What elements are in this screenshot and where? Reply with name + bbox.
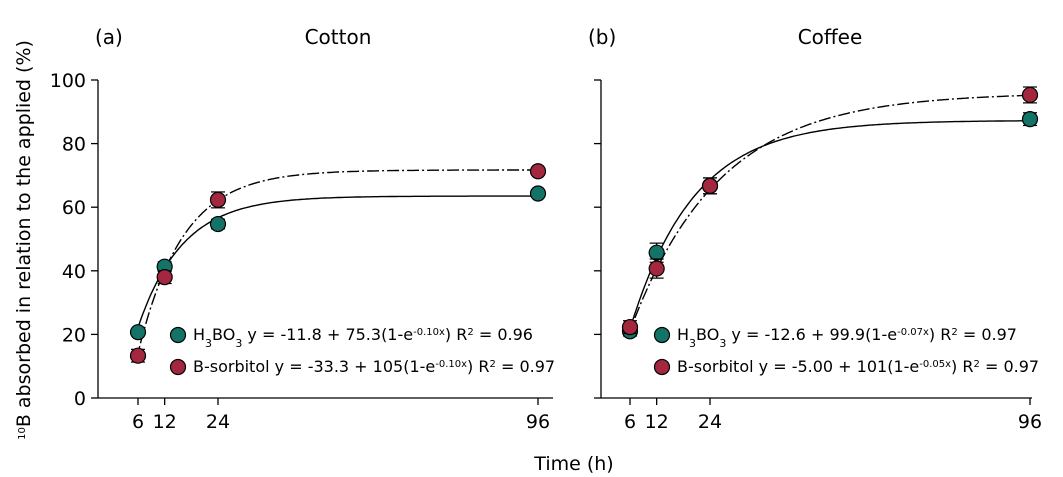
legend-label: B-sorbitol y = -33.3 + 105(1-e-0.10x) R2… — [193, 357, 555, 376]
x-tick-label: 24 — [206, 411, 230, 433]
data-point-b-sorbitol — [701, 177, 719, 194]
fit-curve-h3bo3 — [135, 195, 538, 335]
data-point-h3bo3 — [529, 185, 547, 202]
x-axis-title: Time (h) — [533, 453, 613, 475]
y-tick-label: 100 — [50, 70, 86, 92]
data-point-b-sorbitol — [648, 260, 665, 277]
x-tick-label: 24 — [698, 411, 722, 433]
x-tick-label: 12 — [153, 411, 177, 433]
x-tick-label: 6 — [132, 411, 144, 433]
y-tick-label: 40 — [62, 261, 86, 283]
y-axis-title: 10B absorbed in relation to the applied … — [13, 40, 35, 440]
legend-marker — [653, 326, 671, 344]
data-point-b-sorbitol — [129, 347, 147, 364]
data-point-h3bo3 — [648, 244, 665, 261]
x-tick-label: 96 — [1018, 411, 1042, 433]
data-point-b-sorbitol — [156, 269, 173, 286]
panel-title: Coffee — [798, 25, 863, 49]
panel-label: (a) — [95, 25, 123, 49]
legend-entry-h3bo3: H3BO3 y = -11.8 + 75.3(1-e-0.10x) R2 = 0… — [169, 325, 533, 350]
legend-entry-h3bo3: H3BO3 y = -12.6 + 99.9(1-e-0.07x) R2 = 0… — [653, 325, 1017, 350]
data-point-h3bo3 — [209, 215, 227, 233]
data-point-b-sorbitol — [209, 191, 227, 208]
legend-label: B-sorbitol y = -5.00 + 101(1-e-0.05x) R2… — [677, 357, 1039, 376]
legend-marker — [169, 358, 187, 376]
legend-entry-b-sorbitol: B-sorbitol y = -33.3 + 105(1-e-0.10x) R2… — [169, 357, 555, 376]
fit-curve-b-sorbitol — [627, 94, 1030, 337]
y-tick-label: 60 — [62, 197, 86, 219]
x-tick-label: 6 — [624, 411, 636, 433]
data-point-h3bo3 — [129, 324, 147, 341]
fit-curve-h3bo3 — [627, 120, 1030, 337]
legend-entry-b-sorbitol: B-sorbitol y = -5.00 + 101(1-e-0.05x) R2… — [653, 357, 1039, 376]
y-tick-label: 20 — [62, 324, 86, 346]
x-tick-label: 96 — [526, 411, 550, 433]
data-point-b-sorbitol — [529, 163, 547, 180]
y-axis-title-text: B absorbed in relation to the applied (%… — [13, 40, 35, 427]
y-axis-title-superscript: 10 — [17, 427, 28, 440]
data-point-b-sorbitol — [1021, 86, 1039, 104]
panel-a: (a) Cotton 0 20 40 60 80 100 6 12 24 96 H3BO3 y = -1… — [50, 25, 555, 433]
legend-marker — [169, 326, 187, 344]
data-point-h3bo3 — [1021, 111, 1039, 128]
legend-marker — [653, 358, 671, 376]
y-tick-label: 80 — [62, 134, 86, 156]
data-point-b-sorbitol — [621, 318, 639, 336]
fit-curve-b-sorbitol — [135, 169, 538, 363]
legend-label: H3BO3 y = -11.8 + 75.3(1-e-0.10x) R2 = 0… — [193, 325, 533, 350]
panel-b: (b) Coffee 6 12 24 96 H3BO3 y = -12.6 + 99.9(1… — [588, 25, 1042, 433]
panel-label: (b) — [588, 25, 616, 49]
panel-title: Cotton — [305, 25, 372, 49]
x-tick-label: 12 — [645, 411, 669, 433]
legend-label: H3BO3 y = -12.6 + 99.9(1-e-0.07x) R2 = 0… — [677, 325, 1017, 350]
y-tick-label: 0 — [74, 388, 86, 410]
